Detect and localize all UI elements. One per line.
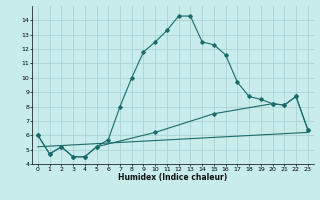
X-axis label: Humidex (Indice chaleur): Humidex (Indice chaleur) [118,173,228,182]
